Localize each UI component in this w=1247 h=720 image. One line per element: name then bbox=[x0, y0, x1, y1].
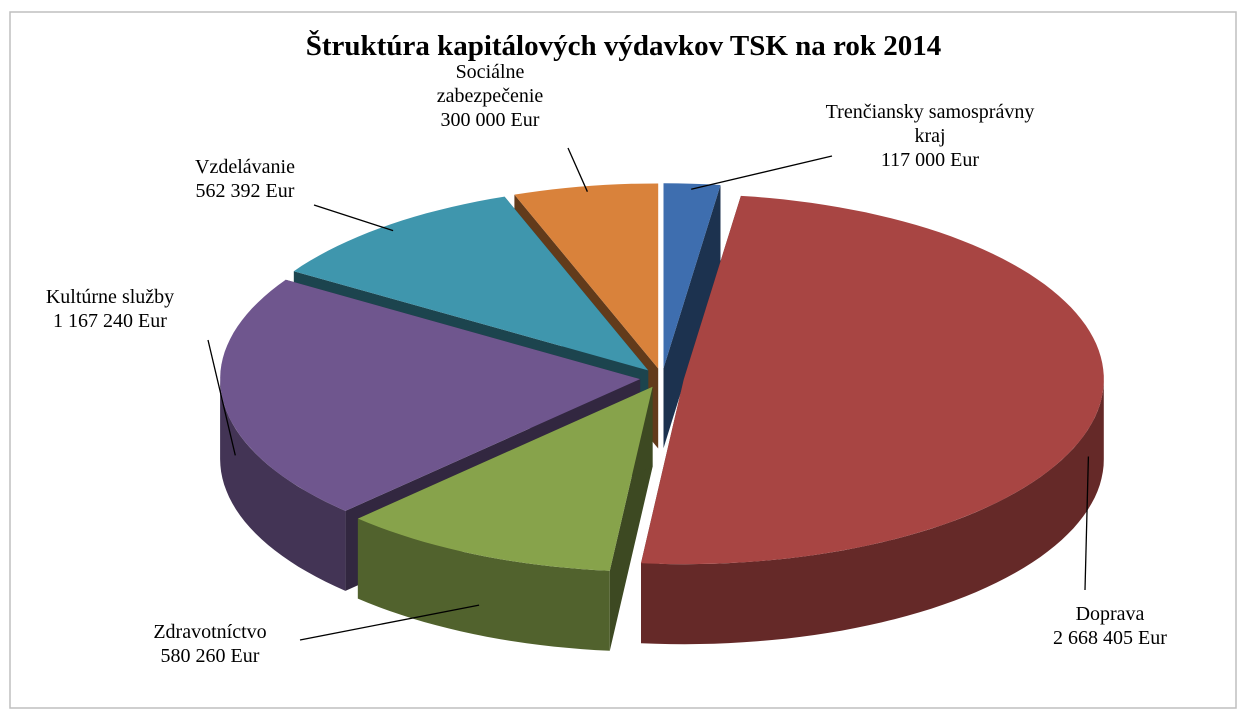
label-name: Sociálne zabezpečenie bbox=[436, 61, 544, 107]
leader-line bbox=[313, 204, 394, 232]
slice bbox=[663, 183, 721, 369]
label-value: 580 260 Eur bbox=[160, 645, 260, 667]
data-label: Trenčiansky samosprávny kraj 117 000 Eur bbox=[825, 100, 1035, 172]
data-label: Zdravotníctvo 580 260 Eur bbox=[110, 620, 310, 668]
leader-line bbox=[207, 339, 236, 456]
leader-line bbox=[1084, 456, 1090, 591]
data-label: Kultúrne služby 1 167 240 Eur bbox=[0, 285, 220, 333]
label-name: Doprava bbox=[1075, 603, 1145, 625]
slice bbox=[641, 195, 1104, 565]
slice-side bbox=[641, 379, 1104, 645]
label-value: 2 668 405 Eur bbox=[1053, 627, 1167, 649]
leader-line bbox=[567, 147, 588, 192]
slice-wall bbox=[663, 185, 721, 449]
label-name: Trenčiansky samosprávny kraj bbox=[825, 101, 1035, 147]
slice bbox=[357, 386, 653, 571]
data-label: Vzdelávanie 562 392 Eur bbox=[145, 155, 345, 203]
data-label: Sociálne zabezpečenie 300 000 Eur bbox=[415, 60, 565, 132]
slice-side bbox=[357, 518, 610, 651]
data-label: Doprava 2 668 405 Eur bbox=[1010, 602, 1210, 650]
slice-side bbox=[220, 379, 346, 591]
label-value: 1 167 240 Eur bbox=[53, 310, 167, 332]
label-value: 300 000 Eur bbox=[440, 109, 540, 131]
label-value: 562 392 Eur bbox=[195, 180, 295, 202]
slice bbox=[293, 196, 649, 371]
label-value: 117 000 Eur bbox=[880, 149, 980, 171]
chart-title: Štruktúra kapitálových výdavkov TSK na r… bbox=[305, 30, 942, 62]
leader-line bbox=[299, 604, 480, 641]
label-name: Kultúrne služby bbox=[45, 286, 175, 308]
slice bbox=[514, 183, 659, 369]
label-name: Zdravotníctvo bbox=[153, 621, 267, 643]
leader-line bbox=[691, 155, 833, 190]
slice bbox=[220, 279, 641, 511]
label-name: Vzdelávanie bbox=[195, 156, 295, 178]
